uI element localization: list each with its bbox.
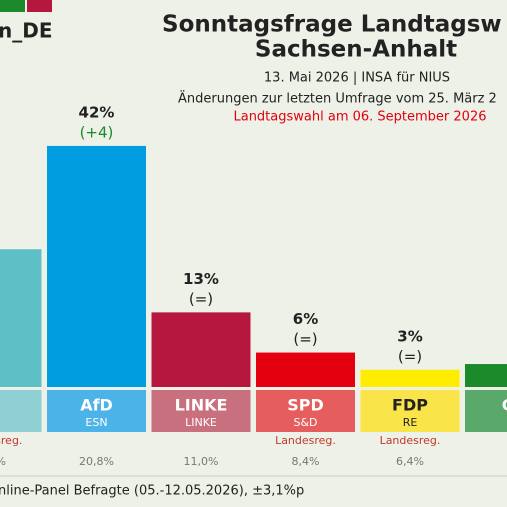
- previous-result: 11,0%: [184, 455, 219, 468]
- brand: n_DE: [0, 19, 53, 43]
- government-note: Landesreg.: [275, 434, 336, 447]
- party-label-box: [465, 390, 507, 432]
- party-group: S&D: [293, 416, 317, 429]
- footer: nline-Panel Befragte (05.-12.05.2026), ±…: [0, 484, 304, 499]
- chart-title: Sonntagsfrage Landtagsw: [162, 12, 502, 38]
- value-label: 42%: [79, 103, 115, 121]
- party-name: LINKE: [175, 396, 228, 415]
- bar: [47, 145, 146, 387]
- bar: [465, 364, 507, 387]
- party-name: FDP: [392, 396, 428, 415]
- change-label: (=): [293, 330, 317, 348]
- previous-result: 7,1%: [0, 455, 6, 468]
- party-group: LINKE: [185, 416, 217, 429]
- election-note: Landtagswahl am 06. September 2026: [233, 110, 486, 125]
- logo-flag-green: [0, 0, 25, 12]
- previous-result: 6,4%: [396, 455, 424, 468]
- party-name: GR: [502, 396, 507, 415]
- party-name: AfD: [80, 396, 113, 415]
- party-label-box: [256, 390, 355, 432]
- bar: [151, 312, 251, 387]
- party-name: SPD: [287, 396, 324, 415]
- party-label-box: [47, 390, 146, 432]
- value-label: 3%: [397, 327, 422, 345]
- party-label-box: [151, 390, 251, 432]
- change-label: (=): [189, 290, 213, 308]
- government-note: Landesreg.: [380, 434, 441, 447]
- party-label-box: [360, 390, 460, 432]
- comparison-note: Änderungen zur letzten Umfrage vom 25. M…: [178, 91, 497, 107]
- government-note: Landesreg.: [0, 434, 22, 447]
- bar: [256, 352, 355, 387]
- bar: [0, 249, 42, 387]
- bar: [360, 369, 460, 387]
- value-label: 6%: [293, 310, 318, 328]
- change-label: (+4): [80, 123, 114, 141]
- chart-title-line2: Sachsen-Anhalt: [255, 37, 457, 63]
- change-label: (=): [398, 347, 422, 365]
- previous-result: 8,4%: [292, 455, 320, 468]
- subtitle: 13. Mai 2026 | INSA für NIUS: [264, 71, 450, 86]
- previous-result: 20,8%: [79, 455, 114, 468]
- party-group: ESN: [85, 416, 107, 429]
- logo-flag-red: [27, 0, 52, 12]
- party-group: RE: [403, 416, 418, 429]
- value-label: 13%: [183, 270, 219, 288]
- party-label-box: [0, 390, 42, 432]
